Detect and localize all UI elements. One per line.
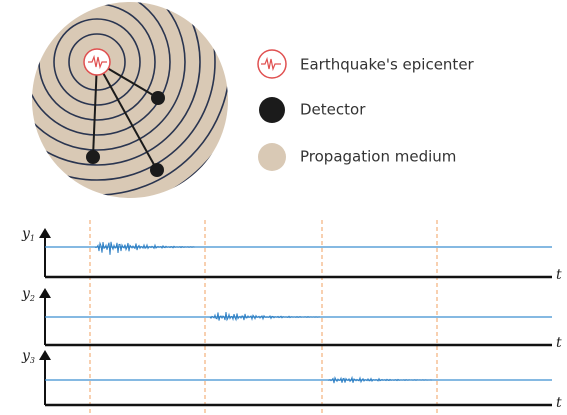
y-axis-label: y3 [21,348,35,365]
arrow [39,228,51,238]
y-subscript: 1 [30,234,35,243]
legend-label: Propagation medium [300,148,456,166]
seismic-signal [210,312,320,321]
y-subscript: 2 [29,294,35,303]
legend-detector-icon [259,97,285,123]
y-axis-label: y2 [21,286,35,303]
seismic-signal [95,242,195,255]
legend-label: Earthquake's epicenter [300,56,475,74]
y-axis-label: y1 [21,226,35,243]
diagram: Earthquake's epicenter Detector Propagat… [0,0,567,415]
legend-medium-icon [258,143,286,171]
arrow [39,288,51,298]
x-axis-label: t [556,335,562,351]
plots: y1 t y2 t y3 t [21,226,562,411]
y-subscript: 3 [30,356,35,365]
legend-label: Detector [300,101,366,119]
x-axis-label: t [556,267,562,283]
x-axis-label: t [556,395,562,411]
arrow [39,350,51,360]
